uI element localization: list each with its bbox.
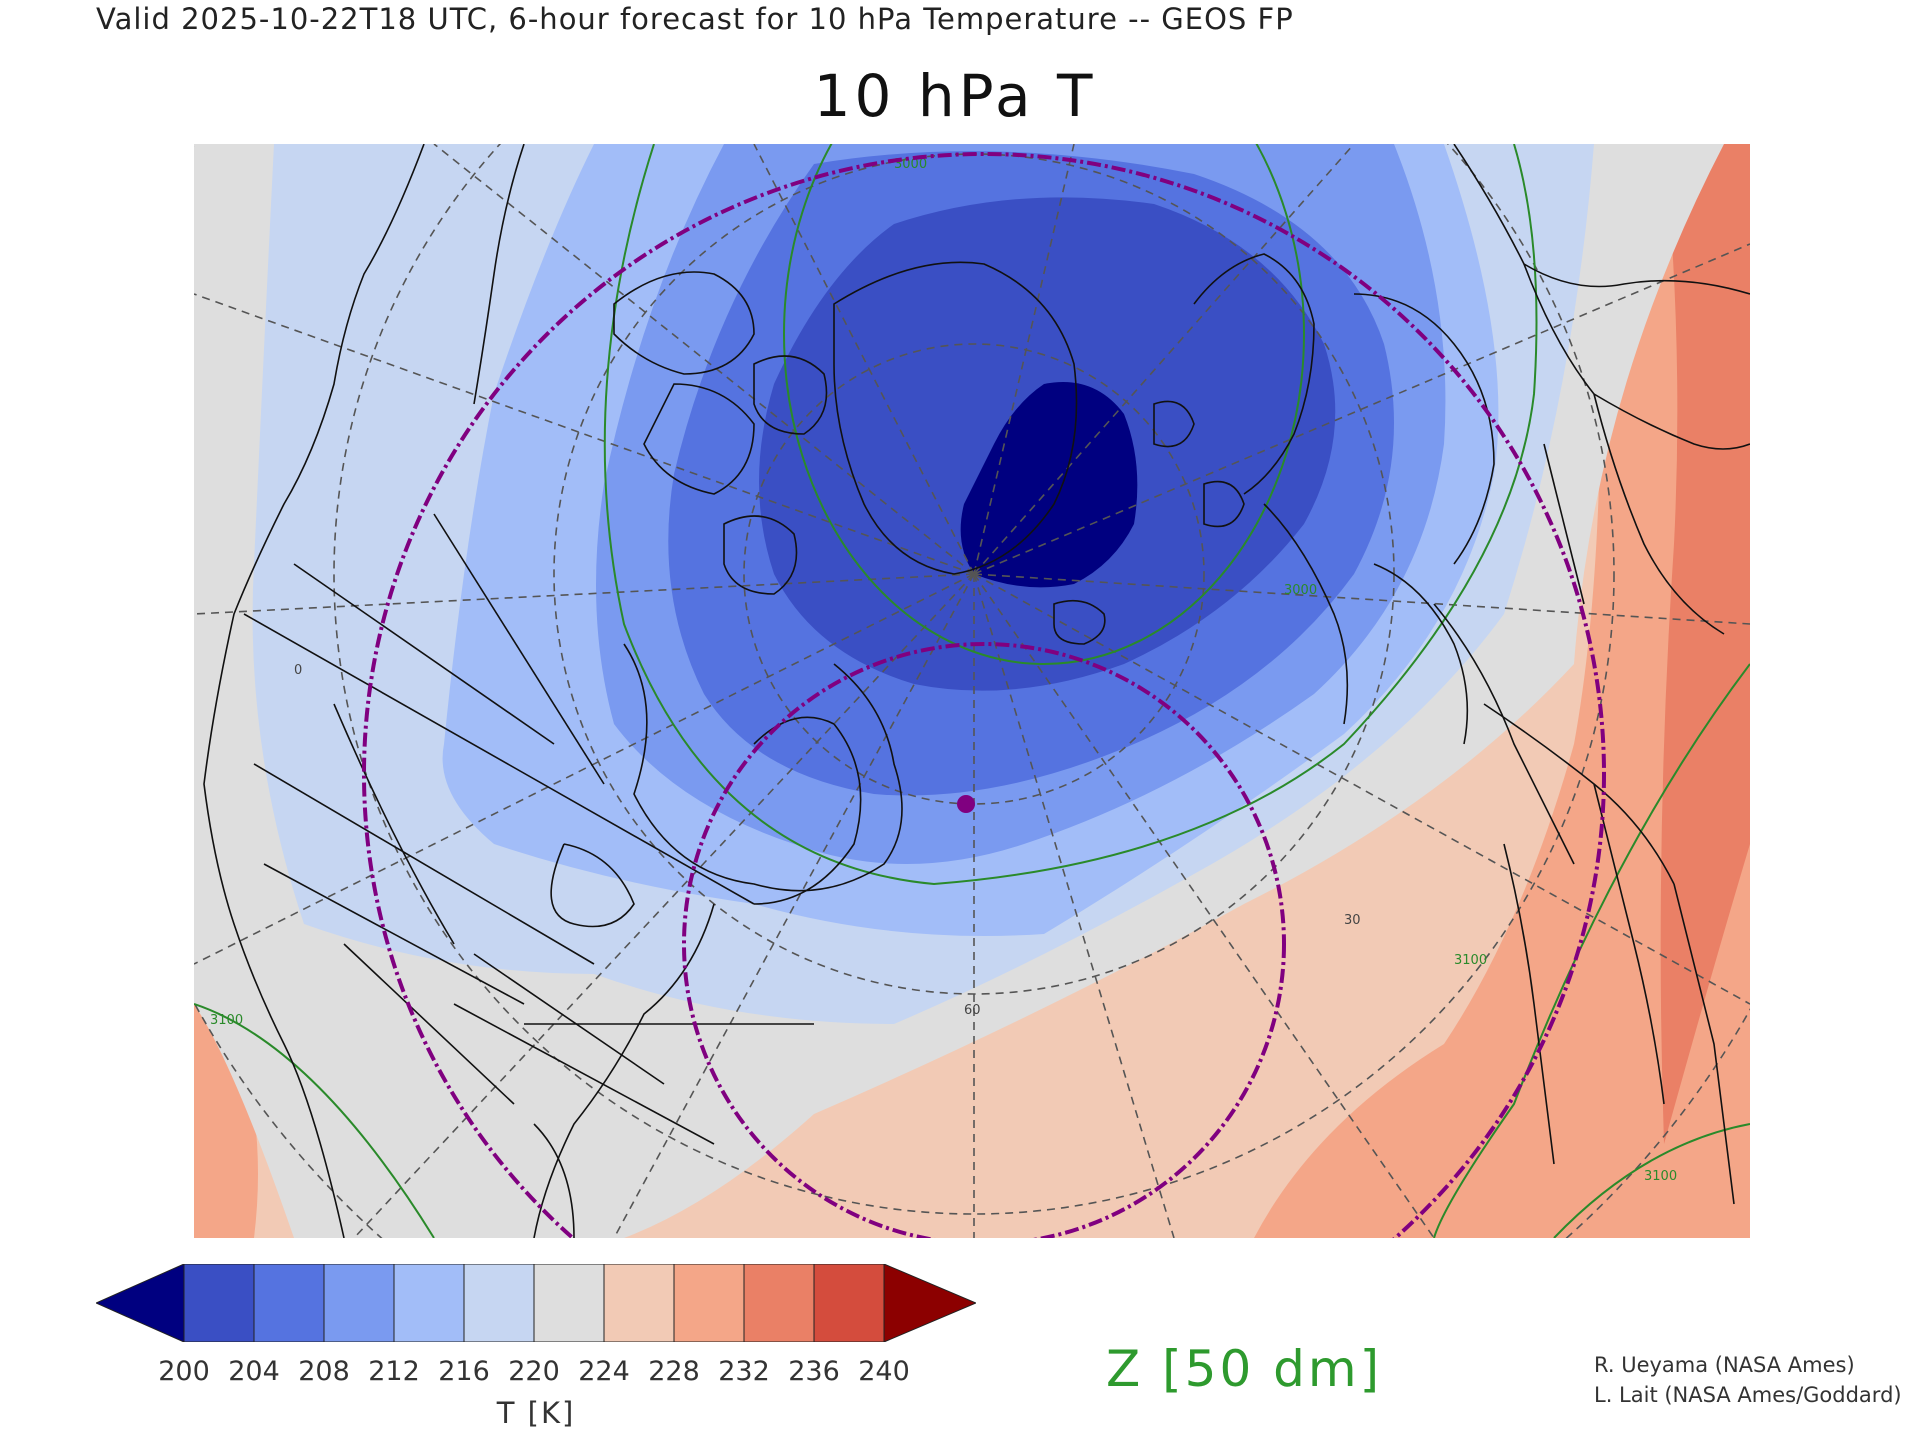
colorbar-swatch [533, 1264, 605, 1342]
z-contour-label: 3100 [1454, 953, 1487, 968]
credits: R. Ueyama (NASA Ames) L. Lait (NASA Ames… [1594, 1350, 1902, 1410]
colorbar-tick: 204 [228, 1356, 280, 1387]
band-232-236 [1660, 144, 1750, 1144]
colorbar-tick: 220 [508, 1356, 560, 1387]
credit-line-1: R. Ueyama (NASA Ames) [1594, 1353, 1855, 1377]
z-contours [194, 144, 1750, 1238]
temperature-map: 3000 3000 3100 3100 3100 60 30 0 [194, 144, 1750, 1238]
lat-labels: 60 30 0 [294, 663, 1361, 1018]
z-legend-label: Z [50 dm] [1106, 1340, 1383, 1398]
page-title: 10 hPa T [813, 62, 1097, 130]
lat-label: 30 [1344, 913, 1361, 928]
colorbar-swatch [183, 1264, 255, 1342]
z-contour-label: 3000 [1284, 583, 1317, 598]
colorbar-tick: 224 [578, 1356, 630, 1387]
colorbar-tick: 216 [438, 1356, 490, 1387]
lat-label: 60 [964, 1003, 981, 1018]
z-contour-labels: 3000 3000 3100 3100 3100 [210, 157, 1677, 1184]
reference-circles [362, 152, 1606, 1238]
band-228-232 [1254, 144, 1750, 1238]
colorbar-tick-labels: 200 204 208 212 216 220 224 228 232 236 … [0, 1356, 1920, 1392]
colorbar-tick: 208 [298, 1356, 350, 1387]
colorbar-swatch [323, 1264, 395, 1342]
z-contour-label: 3100 [1644, 1169, 1677, 1184]
colorbar-swatch [603, 1264, 675, 1342]
colorbar-swatch [463, 1264, 535, 1342]
colorbar [96, 1264, 976, 1342]
colorbar-tick: 240 [858, 1356, 910, 1387]
band-lt-200 [960, 382, 1138, 588]
header-valid-time: Valid 2025-10-22T18 UTC, 6-hour forecast… [96, 2, 1294, 36]
colorbar-swatch [743, 1264, 815, 1342]
map-svg: 3000 3000 3100 3100 3100 60 30 0 [194, 144, 1750, 1238]
site-marker [957, 795, 975, 813]
coastlines [203, 144, 1750, 1238]
colorbar-tick: 236 [788, 1356, 840, 1387]
colorbar-tick: 228 [648, 1356, 700, 1387]
credit-line-2: L. Lait (NASA Ames/Goddard) [1594, 1383, 1902, 1407]
colorbar-swatch [813, 1264, 885, 1342]
lat-label: 0 [294, 663, 302, 678]
colorbar-tick: 212 [368, 1356, 420, 1387]
colorbar-tick: 200 [158, 1356, 210, 1387]
colorbar-swatch [673, 1264, 745, 1342]
z-contour-label: 3100 [210, 1013, 243, 1028]
colorbar-swatch [393, 1264, 465, 1342]
z-contour-label: 3000 [894, 157, 927, 172]
colorbar-tick: 232 [718, 1356, 770, 1387]
colorbar-swatch [253, 1264, 325, 1342]
colorbar-upper-triangle [883, 1264, 976, 1342]
colorbar-title: T [K] [496, 1396, 576, 1430]
latlon-grid [194, 144, 1750, 1238]
colorbar-lower-triangle [96, 1264, 185, 1342]
